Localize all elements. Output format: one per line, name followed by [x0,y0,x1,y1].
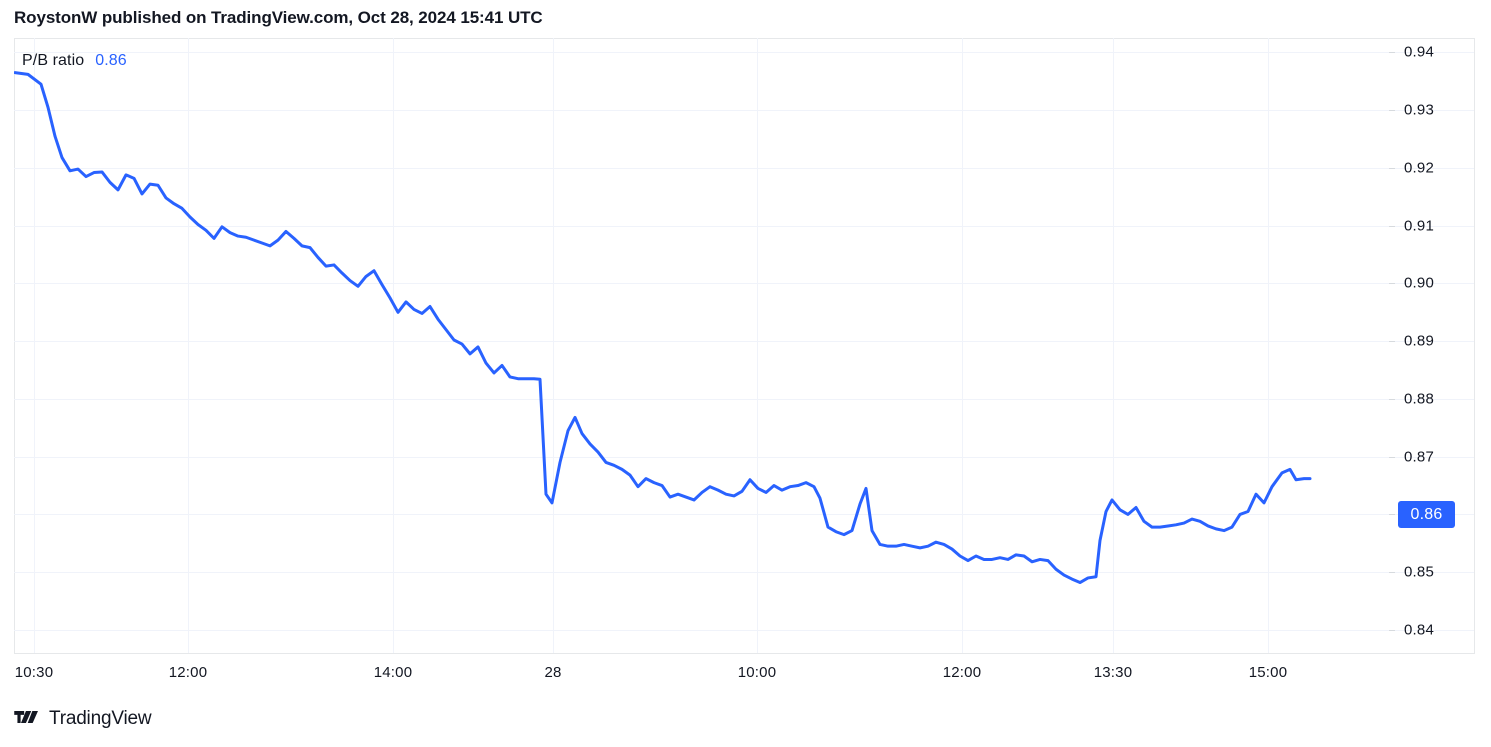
price-tick-label: 0.90 [1404,274,1434,292]
chart-plot-area [14,38,1389,653]
publish-attribution-text: RoystonW published on TradingView.com, O… [14,8,543,27]
price-tick-label: 0.93 [1404,101,1434,119]
time-tick-label: 28 [544,664,562,681]
price-tick-label: 0.85 [1404,563,1434,581]
chart-legend[interactable]: P/B ratio 0.86 [22,52,127,70]
price-series-line [14,71,1312,585]
time-tick-label: 12:00 [168,664,208,681]
time-tick-label: 10:00 [737,664,777,681]
time-tick-label: 14:00 [373,664,413,681]
price-tick-label: 0.94 [1404,43,1434,61]
price-tick-label: 0.84 [1404,621,1434,639]
time-tick-label: 15:00 [1248,664,1288,681]
time-scale-axis[interactable]: 10:30 12:00 14:00 28 10:00 12:00 13:30 15:00 [14,653,1475,687]
price-tick-label: 0.91 [1404,217,1434,235]
price-tick-mark [1389,168,1395,169]
price-tick-mark [1389,226,1395,227]
price-tick-label: 0.92 [1404,159,1434,177]
price-tick-label: 0.87 [1404,448,1434,466]
chart-frame [14,38,1475,653]
price-tick-mark [1389,110,1395,111]
time-tick-label: 13:30 [1093,664,1133,681]
time-tick-label: 12:00 [942,664,982,681]
price-tick-mark [1389,52,1395,53]
price-tick-mark [1389,283,1395,284]
price-tick-mark [1389,572,1395,573]
price-tick-mark [1389,399,1395,400]
price-tick-mark [1389,341,1395,342]
price-tick-label: 0.89 [1404,332,1434,350]
price-tick-mark [1389,630,1395,631]
series-polyline [14,71,1312,585]
tradingview-footer: TradingView [14,708,152,730]
legend-series-title: P/B ratio [22,52,85,69]
price-tick-label: 0.88 [1404,390,1434,408]
last-price-badge: 0.86 [1398,501,1455,529]
tradingview-wordmark: TradingView [49,708,152,729]
price-tick-mark [1389,457,1395,458]
price-scale-axis[interactable] [1389,38,1475,653]
price-tick-mark [1389,514,1395,515]
time-tick-label: 10:30 [14,664,54,681]
tradingview-logo-icon [14,710,38,723]
legend-series-value: 0.86 [95,52,127,69]
